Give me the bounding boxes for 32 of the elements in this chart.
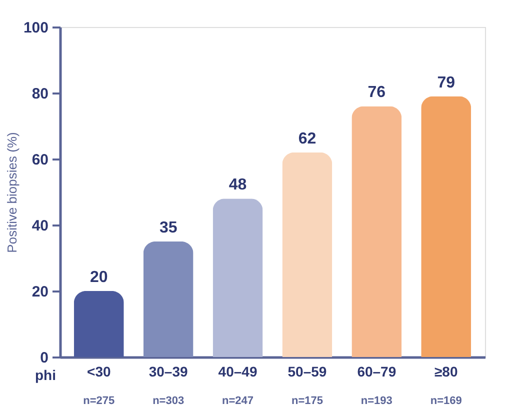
y-tick-label: 40: [32, 218, 48, 234]
x-axis-title: phi: [35, 367, 56, 383]
text: n=175: [291, 395, 323, 407]
x-tick-label: <30: [87, 364, 111, 380]
data-label: 35: [159, 220, 178, 236]
text: n=247: [222, 395, 254, 407]
bar: [74, 291, 124, 357]
x-tick-label: 40–49: [218, 364, 258, 380]
data-label: 48: [228, 176, 247, 194]
text: n=303: [152, 395, 184, 407]
bar: [352, 106, 402, 357]
text: n=275: [83, 395, 115, 407]
bar: [143, 242, 194, 357]
y-tick-label: 20: [32, 284, 48, 300]
data-label: 62: [298, 130, 316, 148]
bar: [421, 96, 472, 357]
data-label: 76: [368, 84, 386, 102]
y-tick-label: 0: [40, 350, 48, 366]
y-tick-label: 80: [32, 86, 48, 102]
bar: [282, 152, 332, 357]
data-label: 20: [90, 269, 108, 286]
x-tick-label: 60–79: [357, 364, 396, 380]
x-tick-label: 30–39: [148, 364, 188, 380]
y-tick-label: 60: [32, 152, 48, 168]
y-axis-title: Positive biopsies (%): [4, 132, 20, 253]
y-tick-label: 100: [23, 20, 48, 36]
x-tick-label: ≥80: [434, 364, 458, 380]
text: n=169: [430, 395, 462, 407]
bar: [212, 198, 263, 357]
x-tick-label: 50–59: [288, 364, 327, 380]
data-label: 79: [437, 74, 456, 92]
text: n=193: [360, 395, 392, 407]
